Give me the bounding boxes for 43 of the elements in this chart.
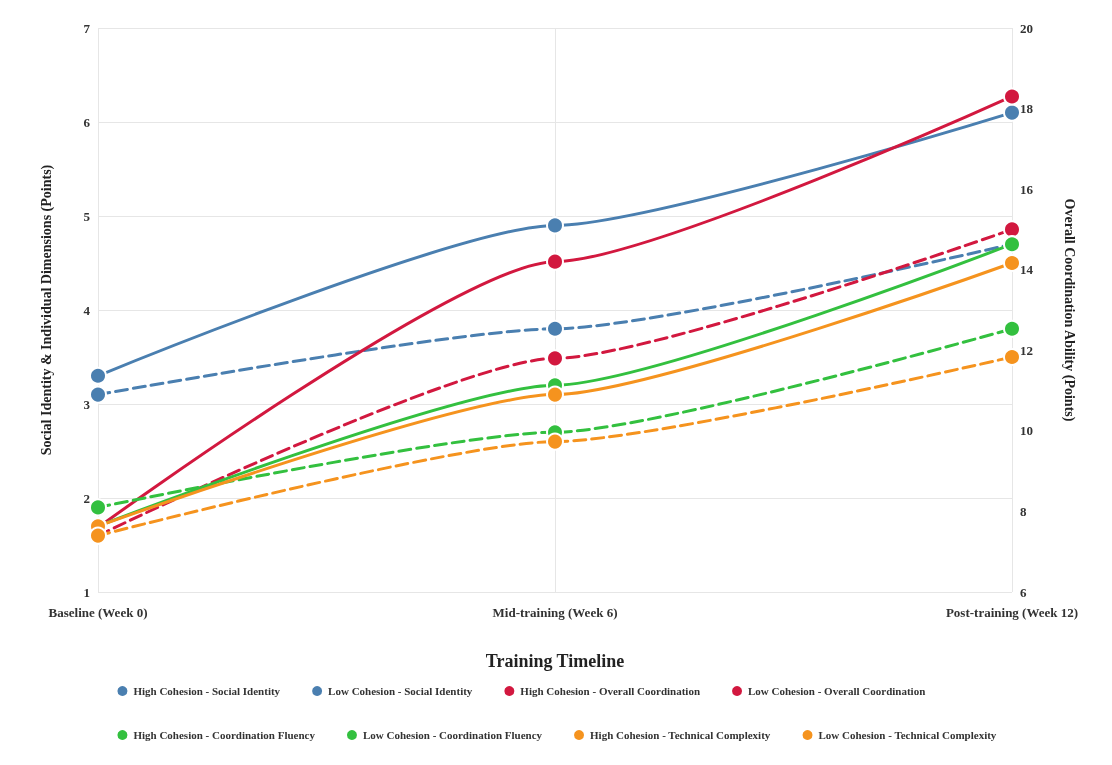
point [1003,254,1021,272]
legend-label: High Cohesion - Technical Complexity [590,729,771,741]
x-tick-label: Post-training (Week 12) [945,605,1079,620]
legend-label: High Cohesion - Coordination Fluency [133,729,316,741]
y2-tick-label: 20 [1020,20,1033,36]
point [89,385,107,404]
y-axis-title: Social Identity & Individual Dimensions (Points) [38,164,55,456]
y-tick-label: 5 [83,208,91,224]
y-tick-label: 1 [83,584,90,600]
x-tick-label: Mid-training (Week 6) [492,605,618,620]
y-tick-label: 6 [83,114,91,130]
legend-label: High Cohesion - Overall Coordination [520,685,701,697]
point [546,216,564,235]
x-axis-title: Training Timeline [485,651,625,671]
y2-tick-label: 12 [1020,342,1033,358]
point [546,349,564,368]
point [1003,103,1021,122]
point [546,432,564,451]
legend-label: Low Cohesion - Technical Complexity [818,729,997,741]
y2-tick-label: 6 [1020,584,1027,600]
y-tick-label: 3 [83,396,91,412]
legend-label: Low Cohesion - Overall Coordination [748,685,926,697]
x-tick-label: Baseline (Week 0) [48,605,148,620]
point [1003,87,1021,106]
y2-tick-label: 18 [1020,101,1034,117]
y2-axis-title: Overall Coordination Ability (Points) [1060,198,1077,422]
y-tick-label: 4 [83,302,91,318]
point [546,319,564,338]
y2-tick-label: 8 [1020,503,1027,519]
y2-tick-label: 10 [1020,423,1033,439]
y-tick-label: 7 [83,20,91,36]
y2-tick-label: 14 [1020,262,1034,278]
legend-label: High Cohesion - Social Identity [133,685,281,697]
point [1003,348,1021,366]
point [1003,319,1021,338]
legend-label: Low Cohesion - Social Identity [328,685,473,697]
y-tick-label: 2 [83,490,90,506]
point [546,252,564,271]
legend-label: Low Cohesion - Coordination Fluency [362,729,543,741]
point [89,498,107,517]
y2-tick-label: 16 [1020,181,1034,197]
point [89,366,107,385]
point [546,385,564,404]
